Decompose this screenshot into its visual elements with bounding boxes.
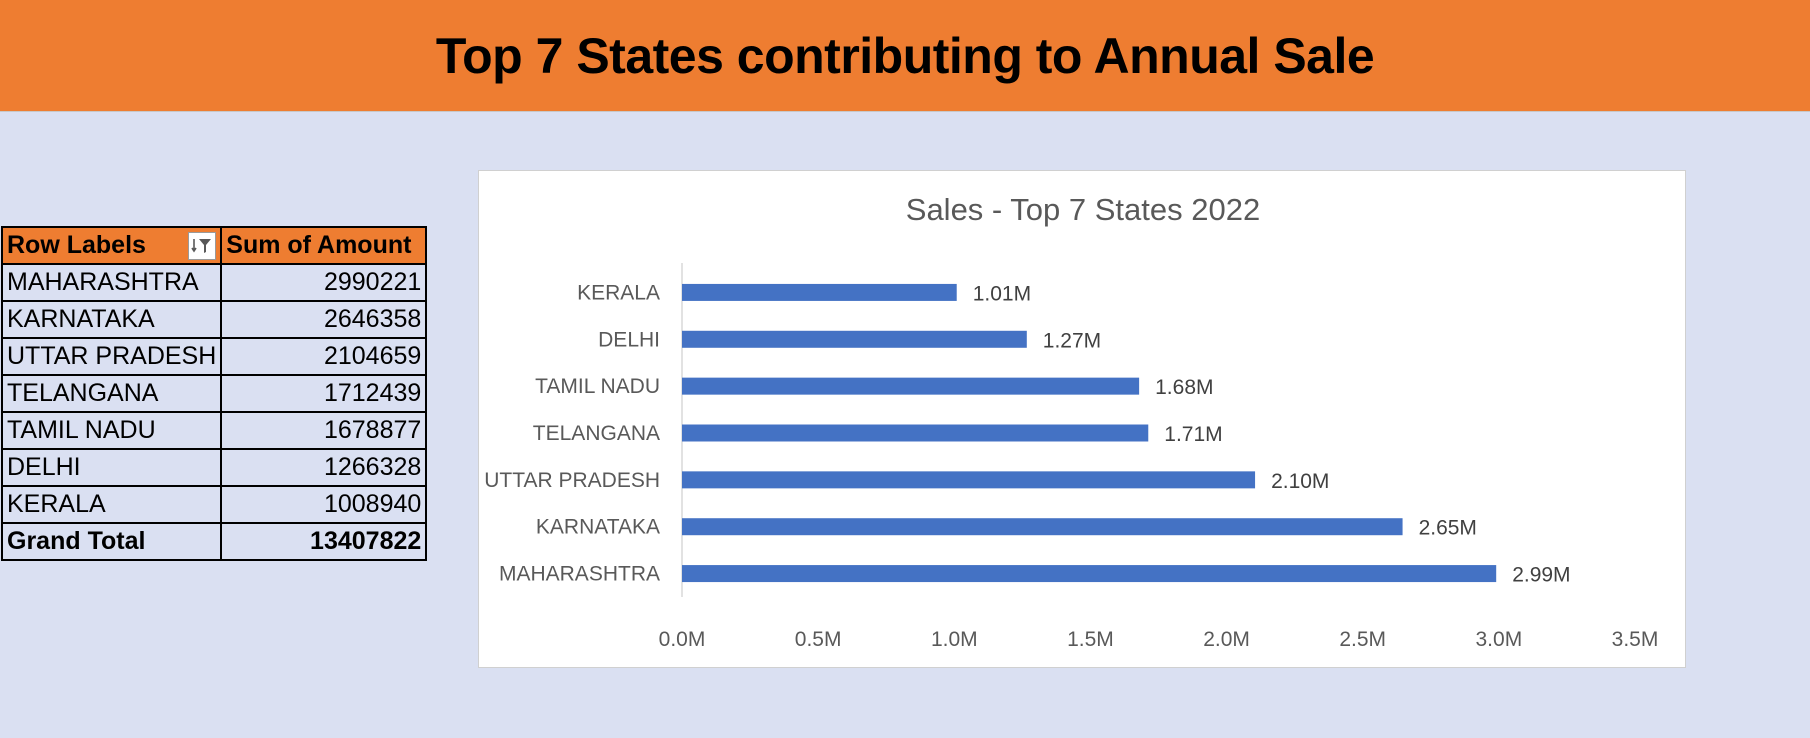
page-banner: Top 7 States contributing to Annual Sale [0, 0, 1810, 112]
bar [682, 283, 957, 301]
amount-cell[interactable]: 2104659 [220, 337, 428, 376]
state-cell[interactable]: TAMIL NADU [0, 411, 223, 450]
table-row: KARNATAKA 2646358 [0, 300, 428, 339]
category-label: UTTAR PRADESH [484, 469, 660, 492]
category-label: MAHARASHTRA [499, 563, 660, 586]
state-cell[interactable]: UTTAR PRADESH [0, 337, 223, 376]
bar [682, 377, 1140, 395]
x-tick-label: 2.5M [1339, 628, 1386, 651]
bar [682, 424, 1149, 442]
state-cell[interactable]: TELANGANA [0, 374, 223, 413]
pivot-header-row: Row Labels Sum of Amount [0, 226, 428, 265]
x-tick-label: 3.5M [1612, 628, 1659, 651]
data-label: 1.71M [1164, 423, 1222, 446]
table-row: TAMIL NADU 1678877 [0, 411, 428, 450]
amount-cell[interactable]: 2990221 [220, 263, 428, 302]
sales-bar-chart[interactable]: Sales - Top 7 States 2022 MAHARASHTRA 2.99… [478, 170, 1686, 668]
state-cell[interactable]: MAHARASHTRA [0, 263, 223, 302]
category-label: TELANGANA [533, 422, 660, 445]
data-label: 1.27M [1043, 329, 1101, 352]
category-label: DELHI [598, 328, 660, 351]
bar [682, 471, 1256, 489]
x-tick-label: 3.0M [1476, 628, 1523, 651]
state-cell[interactable]: DELHI [0, 448, 223, 487]
category-label: KARNATAKA [536, 516, 660, 539]
amount-cell[interactable]: 1678877 [220, 411, 428, 450]
data-label: 1.01M [973, 282, 1031, 305]
state-cell[interactable]: KERALA [0, 485, 223, 524]
table-row: MAHARASHTRA 2990221 [0, 263, 428, 302]
row-labels-header[interactable]: Row Labels [0, 226, 223, 265]
bar [682, 330, 1027, 348]
chart-canvas: Sales - Top 7 States 2022 MAHARASHTRA 2.99… [484, 192, 1659, 651]
data-label: 2.65M [1419, 517, 1477, 540]
data-label: 2.99M [1512, 564, 1570, 587]
row-labels-header-text: Row Labels [7, 231, 146, 259]
grand-total-label[interactable]: Grand Total [0, 522, 223, 561]
table-row: TELANGANA 1712439 [0, 374, 428, 413]
page-title: Top 7 States contributing to Annual Sale [435, 27, 1375, 84]
amount-cell[interactable]: 1266328 [220, 448, 428, 487]
amount-cell[interactable]: 1008940 [220, 485, 428, 524]
sum-of-amount-header[interactable]: Sum of Amount [220, 226, 428, 265]
amount-cell[interactable]: 2646358 [220, 300, 428, 339]
bar [682, 565, 1497, 583]
x-tick-label: 0.0M [659, 628, 706, 651]
chart-title: Sales - Top 7 States 2022 [906, 192, 1260, 227]
data-label: 1.68M [1155, 376, 1213, 399]
amount-cell[interactable]: 1712439 [220, 374, 428, 413]
data-label: 2.10M [1271, 470, 1329, 493]
table-row: KERALA 1008940 [0, 485, 428, 524]
x-tick-label: 0.5M [795, 628, 842, 651]
state-cell[interactable]: KARNATAKA [0, 300, 223, 339]
grand-total-row: Grand Total 13407822 [0, 522, 428, 561]
category-label: TAMIL NADU [535, 375, 660, 398]
pivot-table: Row Labels Sum of Amount MAHARASHTRA 2990… [0, 226, 428, 561]
sort-filter-icon[interactable] [188, 231, 217, 260]
x-tick-label: 2.0M [1203, 628, 1250, 651]
bar [682, 518, 1403, 536]
grand-total-amount[interactable]: 13407822 [220, 522, 428, 561]
x-tick-label: 1.5M [1067, 628, 1114, 651]
category-label: KERALA [577, 281, 660, 304]
table-row: UTTAR PRADESH 2104659 [0, 337, 428, 376]
table-row: DELHI 1266328 [0, 448, 428, 487]
x-tick-label: 1.0M [931, 628, 978, 651]
